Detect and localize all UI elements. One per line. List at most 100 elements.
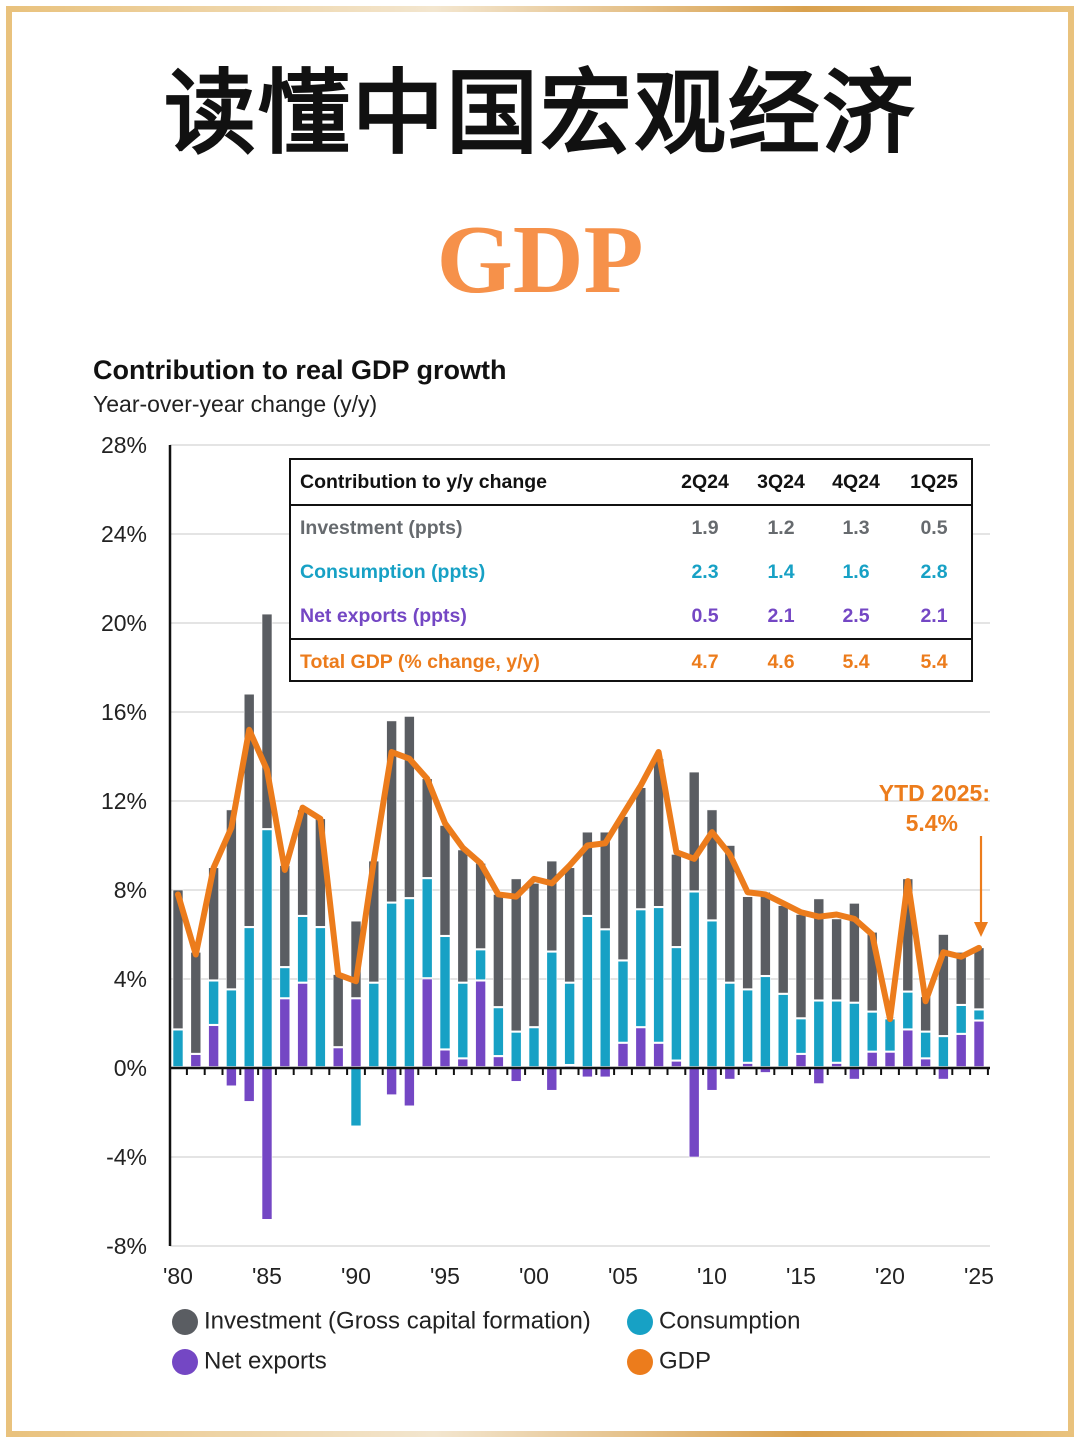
column-header: 1Q25	[910, 470, 958, 493]
consumption-bar	[315, 927, 326, 1067]
investment-bar	[617, 816, 629, 961]
net-exports-bar	[190, 1054, 202, 1067]
x-axis-labels: '80 '85 '90 '95 '00 '05 '10 '15 '20 '25	[163, 1263, 994, 1289]
consumption-bar	[706, 920, 718, 1067]
bars	[172, 613, 985, 1220]
investment-bar	[777, 905, 789, 994]
consumption-bar	[671, 947, 682, 1061]
consumption-bar	[243, 927, 255, 1067]
net-exports-bar	[332, 1047, 344, 1067]
consumption-bar	[973, 1009, 985, 1021]
net-exports-bar	[955, 1034, 967, 1067]
net-exports-bar	[617, 1043, 629, 1067]
investment-bar	[635, 787, 647, 909]
y-tick-label: 16%	[101, 699, 147, 725]
net-exports-bar	[564, 1065, 575, 1067]
net-exports-bar	[920, 1058, 931, 1067]
consumption-bar	[475, 949, 486, 981]
net-exports-bar	[208, 1025, 219, 1067]
x-tick-label: '85	[252, 1263, 282, 1289]
investment-swatch-icon	[172, 1308, 198, 1335]
consumption-bar	[884, 1018, 896, 1052]
investment-bar	[261, 613, 273, 829]
investment-bar	[190, 951, 202, 1054]
net-exports-bar	[510, 1067, 522, 1082]
net-exports-bar	[546, 1067, 558, 1091]
gdp-swatch-icon	[627, 1348, 653, 1375]
investment-bar	[386, 720, 397, 903]
net-exports-bar	[653, 1043, 664, 1067]
y-tick-label: -8%	[106, 1233, 147, 1259]
legend-label: Investment (Gross capital formation)	[204, 1307, 591, 1335]
y-tick-label: 28%	[101, 432, 147, 458]
cell: 0.5	[920, 516, 948, 539]
cell: 4.7	[691, 650, 719, 673]
investment-bar	[831, 918, 842, 1001]
investment-bar	[243, 693, 255, 927]
cell: 4.6	[767, 650, 795, 673]
consumption-bar	[404, 898, 415, 1067]
legend-label: Consumption	[659, 1307, 801, 1335]
consumption-bar	[617, 960, 629, 1043]
gdp-line	[175, 726, 982, 1023]
net-exports-bar	[902, 1029, 914, 1067]
consumption-bar	[172, 1029, 184, 1067]
cell: 2.3	[691, 560, 719, 583]
net-exports-bar	[475, 980, 486, 1067]
investment-bar	[475, 862, 486, 949]
legend-item-investment: Investment (Gross capital formation)	[172, 1307, 591, 1336]
investment-bar	[813, 898, 825, 1001]
annotation-arrow	[974, 836, 988, 937]
row-label: Total GDP (% change, y/y)	[300, 650, 540, 673]
cell: 1.9	[691, 516, 719, 539]
table-row-total-gdp: Total GDP (% change, y/y) 4.7 4.6 5.4 5.…	[291, 638, 971, 684]
row-label: Net exports (ppts)	[300, 604, 467, 627]
investment-bar	[439, 825, 451, 936]
consumption-bar	[849, 1003, 860, 1067]
net-exports-bar	[938, 1067, 949, 1080]
net-exports-bar	[226, 1067, 237, 1087]
cell: 1.3	[842, 516, 870, 539]
investment-bar	[564, 867, 575, 983]
cell: 1.6	[842, 560, 870, 583]
net-exports-bar	[973, 1020, 985, 1067]
net-exports-bar	[688, 1067, 700, 1158]
consumption-bar	[564, 983, 575, 1065]
row-label: Investment (ppts)	[300, 516, 463, 539]
legend-label: GDP	[659, 1347, 712, 1375]
y-tick-label: 20%	[101, 610, 147, 636]
table-row-consumption: Consumption (ppts) 2.3 1.4 1.6 2.8	[291, 550, 971, 594]
investment-bar	[493, 894, 504, 1007]
arrow-head-icon	[974, 922, 988, 937]
ytd-annotation: YTD 2025: 5.4%	[850, 778, 990, 838]
investment-bar	[955, 951, 967, 1005]
page-subtitle: GDP	[436, 206, 644, 314]
consumption-bar	[439, 936, 451, 1049]
net-exports-bar	[421, 978, 433, 1067]
contribution-table: Contribution to y/y change 2Q24 3Q24 4Q2…	[289, 458, 973, 682]
consumption-bar	[777, 994, 789, 1067]
x-tick-label: '10	[697, 1263, 727, 1289]
x-tick-label: '00	[519, 1263, 549, 1289]
y-axis-labels: 28% 24% 20% 16% 12% 8% 4% 0% -4% -8%	[101, 432, 147, 1259]
y-tick-label: 0%	[114, 1055, 147, 1081]
table-header-label: Contribution to y/y change	[300, 470, 547, 493]
investment-bar	[457, 849, 469, 983]
net-exports-swatch-icon	[172, 1348, 198, 1375]
net-exports-bar	[849, 1067, 860, 1080]
net-exports-bar	[813, 1067, 825, 1084]
consumption-bar	[510, 1032, 522, 1067]
investment-bar	[688, 771, 700, 892]
y-tick-label: 8%	[114, 877, 147, 903]
legend-label: Net exports	[204, 1347, 327, 1375]
consumption-bar	[831, 1000, 842, 1063]
consumption-bar	[261, 829, 273, 1067]
cell: 0.5	[691, 604, 719, 627]
investment-bar	[938, 934, 949, 1036]
x-tick-label: '80	[163, 1263, 193, 1289]
investment-bar	[404, 716, 415, 898]
investment-bar	[510, 878, 522, 1032]
investment-bar	[706, 809, 718, 920]
x-tick-label: '95	[430, 1263, 460, 1289]
